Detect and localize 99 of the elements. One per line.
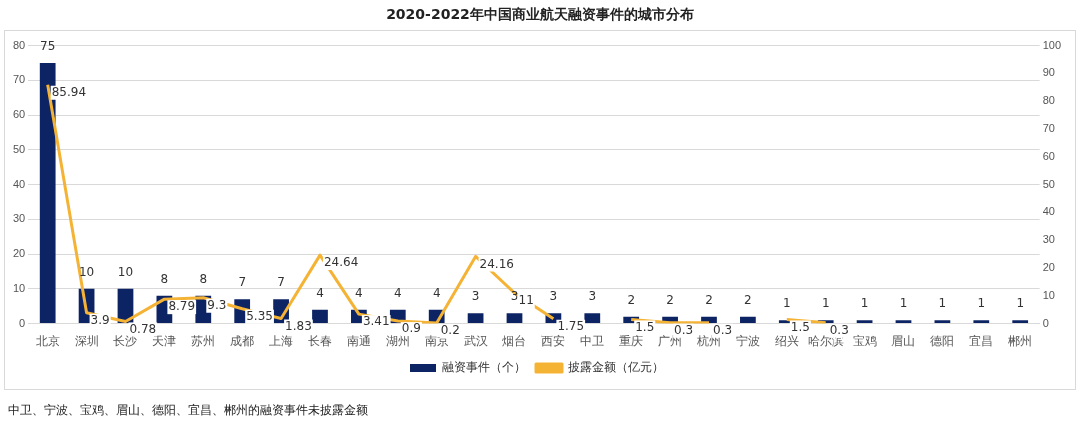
y2-tick-label: 30 (1042, 233, 1055, 246)
bar (740, 316, 756, 324)
x-tick-label: 武汉 (463, 334, 488, 349)
y2-tick-label: 70 (1042, 122, 1055, 135)
y2-tick-label: 100 (1042, 38, 1062, 51)
data-label: 1 (1016, 296, 1025, 311)
y-tick-label: 30 (12, 212, 26, 225)
data-label: 3 (549, 289, 558, 304)
y2-tick-label: 80 (1042, 94, 1055, 107)
bar (312, 309, 328, 324)
data-label: 0.3 (829, 322, 849, 337)
x-tick-label: 宁波 (735, 334, 760, 349)
bar (856, 320, 873, 324)
y2-tick-label: 10 (1042, 288, 1055, 301)
x-tick-label: 苏州 (191, 334, 216, 349)
x-tick-label: 深圳 (74, 334, 99, 349)
data-label: 2 (666, 292, 674, 307)
y-tick-label: 20 (12, 247, 26, 260)
data-label: 0.2 (440, 323, 460, 338)
bar (467, 313, 484, 324)
x-tick-label: 成都 (230, 334, 255, 349)
data-label: 24.64 (323, 255, 359, 270)
y2-tick-label: 0 (1042, 316, 1049, 329)
data-label: 1 (899, 296, 908, 311)
y-tick-label: 0 (19, 316, 26, 329)
y2-tick-label: 90 (1042, 66, 1055, 79)
data-label: 11 (518, 293, 534, 308)
data-label: 2 (744, 292, 752, 307)
y2-tick-label: 20 (1042, 261, 1055, 274)
x-tick-label: 宜昌 (969, 334, 994, 349)
y-tick-label: 10 (12, 281, 26, 294)
y-tick-label: 50 (12, 142, 26, 155)
x-tick-label: 重庆 (619, 334, 644, 349)
data-label: 0.3 (674, 322, 694, 337)
data-label: 1.75 (557, 318, 585, 333)
data-label: 8 (199, 271, 208, 286)
data-label: 10 (117, 264, 134, 279)
data-label: 1 (860, 296, 869, 311)
y2-tick-label: 50 (1042, 177, 1055, 190)
data-label: 3.9 (90, 312, 110, 327)
legend-label: 融资事件（个） (442, 360, 526, 375)
data-label: 1 (782, 296, 791, 311)
x-tick-label: 北京 (35, 334, 60, 349)
data-label: 4 (316, 285, 324, 300)
data-label: 3 (471, 289, 480, 304)
data-label: 75 (40, 39, 56, 54)
data-label: 0.78 (129, 321, 157, 336)
data-label: 4 (355, 285, 363, 300)
data-label: 5.35 (246, 308, 273, 323)
text: 中卫、宁波、宝鸡、眉山、德阳、宜昌、郴州的融资事件未披露金额 (8, 402, 368, 419)
data-label: 1.5 (635, 319, 655, 334)
bar (895, 320, 912, 324)
data-label: 8.79 (168, 299, 196, 314)
bar (584, 313, 601, 324)
data-label: 2 (705, 292, 713, 307)
x-tick-label: 南通 (346, 334, 371, 349)
x-tick-label: 长春 (307, 334, 332, 349)
data-label: 85.94 (51, 84, 87, 99)
data-label: 4 (432, 285, 441, 300)
chart-title: 2020-2022年中国商业航天融资事件的城市分布 (385, 6, 695, 24)
data-label: 1.5 (790, 319, 810, 334)
data-label: 7 (277, 275, 285, 290)
bar (506, 313, 523, 324)
y2-tick-label: 40 (1042, 205, 1055, 218)
data-label: 1.83 (285, 318, 312, 333)
data-label: 7 (238, 275, 247, 290)
legend-label: 披露金额（亿元） (568, 360, 664, 375)
y-tick-label: 80 (12, 38, 26, 51)
y-tick-label: 40 (12, 177, 26, 190)
data-label: 1 (821, 296, 830, 311)
data-label: 0.3 (712, 322, 733, 337)
x-tick-label: 西安 (541, 334, 566, 349)
x-tick-label: 郴州 (1008, 334, 1033, 349)
x-tick-label: 绍兴 (774, 334, 799, 349)
data-label: 2 (627, 292, 636, 307)
data-label: 8 (160, 271, 169, 286)
data-label: 9.3 (207, 297, 227, 312)
bar (1012, 320, 1029, 324)
x-tick-label: 天津 (152, 334, 177, 349)
data-label: 1 (977, 296, 986, 311)
data-label: 1 (938, 296, 947, 311)
data-label: 24.16 (479, 256, 514, 271)
x-tick-label: 眉山 (891, 334, 916, 349)
x-tick-label: 烟台 (502, 334, 527, 349)
y-tick-label: 70 (12, 73, 26, 86)
data-label: 0.9 (401, 321, 421, 336)
bar (934, 320, 951, 324)
x-tick-label: 中卫 (580, 334, 605, 349)
y2-tick-label: 60 (1042, 149, 1055, 162)
data-label: 3.41 (362, 314, 390, 329)
data-label: 3 (588, 289, 597, 304)
bar (973, 320, 990, 324)
y-tick-label: 60 (12, 108, 26, 121)
data-label: 4 (393, 285, 402, 300)
x-tick-label: 湖州 (385, 334, 410, 349)
x-tick-label: 上海 (269, 334, 294, 349)
x-tick-label: 长沙 (113, 334, 138, 349)
x-tick-label: 德阳 (930, 334, 955, 349)
x-tick-label: 宝鸡 (852, 334, 877, 349)
